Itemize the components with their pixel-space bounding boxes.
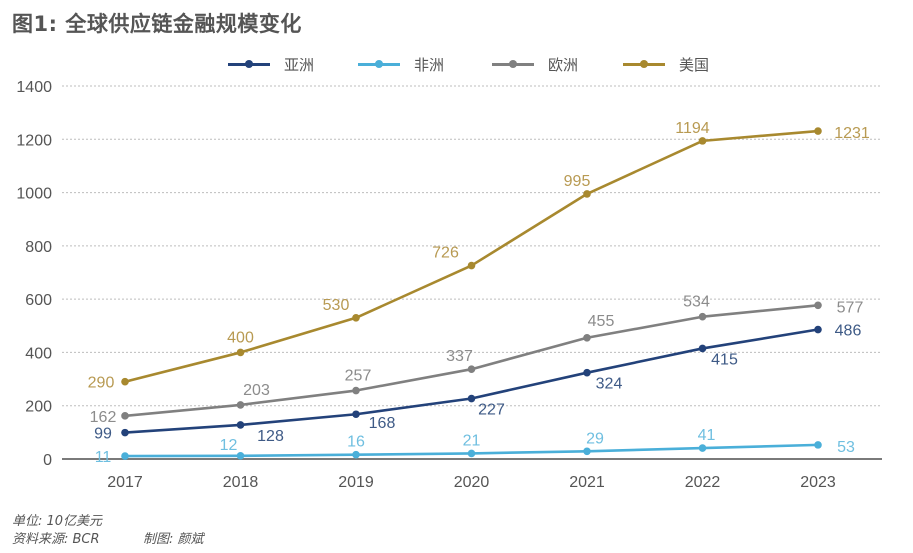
data-point [352,313,360,322]
data-point [121,412,129,420]
y-tick-label: 400 [25,345,52,362]
data-label: 29 [586,430,604,447]
y-tick-label: 200 [25,399,52,416]
data-point [467,261,476,270]
data-point [814,325,822,334]
y-tick-label: 600 [25,292,52,309]
data-point [352,450,360,459]
y-tick-label: 1000 [16,186,52,203]
data-point [698,444,707,452]
source-note: 资料来源: BCR [12,532,100,547]
data-label: 168 [369,415,396,432]
data-label: 227 [478,402,505,419]
data-label: 577 [837,299,864,316]
data-label: 128 [257,428,284,445]
data-label: 290 [88,375,115,392]
data-point [467,449,476,458]
x-tick-label: 2018 [223,474,259,491]
legend-label-africa: 非洲 [414,55,445,74]
data-point [121,377,129,386]
data-label: 41 [698,427,716,444]
data-label: 530 [323,297,350,314]
chart-title: 图1: 全球供应链金融规模变化 [12,12,302,36]
data-point [236,421,245,429]
x-tick-label: 2021 [569,474,605,491]
data-point [698,137,707,145]
data-point [467,365,476,374]
data-point [698,312,707,321]
data-point [698,344,707,353]
data-label: 534 [683,294,710,311]
legend-label-europe: 欧洲 [548,55,579,74]
data-label: 324 [596,376,623,393]
x-tick-label: 2022 [685,474,721,491]
data-label: 400 [227,329,254,346]
data-point [352,410,360,419]
x-tick-label: 2017 [107,474,143,491]
y-tick-label: 1400 [16,79,52,96]
x-tick-label: 2023 [800,474,836,491]
legend-swatch-africa [358,60,400,68]
data-label: 11 [95,449,112,466]
maker-note: 制图: 颜斌 [143,532,204,547]
legend-swatch-asia [228,60,270,68]
data-point [814,301,822,310]
data-point [814,127,822,135]
data-label: 995 [564,173,591,190]
data-point [814,441,822,449]
data-point [236,452,245,460]
data-label: 415 [711,351,738,368]
data-label: 203 [243,382,270,399]
legend: 亚洲 非洲 欧洲 美国 [0,52,913,76]
data-label: 257 [345,368,372,385]
legend-swatch-europe [492,60,534,68]
y-tick-label: 0 [43,452,52,469]
data-label: 16 [347,434,365,451]
data-point [121,452,129,460]
legend-item-europe: 欧洲 [492,52,578,76]
data-point [583,447,591,456]
legend-label-usa: 美国 [679,55,710,74]
x-tick-label: 2020 [454,474,490,491]
data-label: 455 [588,313,615,330]
data-point [352,386,360,395]
data-label: 486 [835,323,862,340]
data-label: 99 [94,426,112,443]
data-point [583,190,591,198]
data-label: 1231 [834,125,870,142]
data-point [583,333,591,342]
data-point [583,368,591,377]
data-label: 726 [432,245,459,262]
unit-note: 单位: 10亿美元 [12,514,103,529]
data-label: 12 [220,437,238,454]
data-point [121,428,129,437]
y-tick-label: 1200 [16,132,52,149]
y-tick-label: 800 [25,239,52,256]
x-tick-label: 2019 [338,474,374,491]
data-point [467,394,476,403]
legend-label-asia: 亚洲 [284,55,315,74]
data-label: 162 [90,409,117,426]
data-label: 21 [463,432,481,449]
data-label: 1194 [675,120,710,137]
legend-swatch-usa [623,60,665,68]
legend-item-asia: 亚洲 [228,52,314,76]
data-label: 53 [837,439,855,456]
legend-item-usa: 美国 [623,52,709,76]
data-label: 337 [446,348,473,365]
legend-item-africa: 非洲 [358,52,444,76]
data-point [236,348,245,357]
data-point [236,401,245,409]
